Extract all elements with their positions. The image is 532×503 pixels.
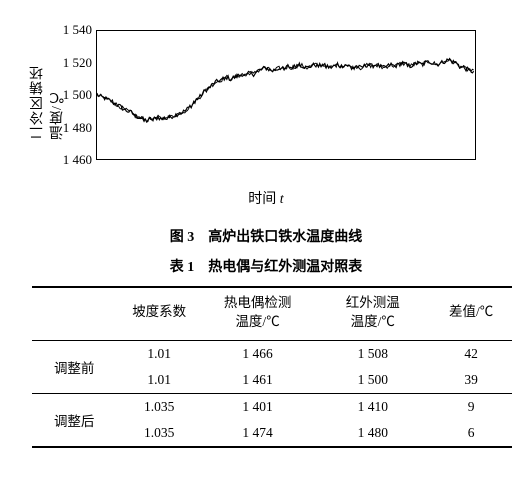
table-cell: 1 500 xyxy=(315,367,430,394)
chart-ytick: 1 460 xyxy=(63,152,92,168)
temperature-chart: 二冷区铸坯温度/℃ 1 4601 4801 5001 5201 540 xyxy=(36,20,496,180)
chart-plot-area xyxy=(96,30,476,160)
table-cell: 1.035 xyxy=(118,393,200,420)
chart-ytick: 1 480 xyxy=(63,120,92,136)
table-head: 坡度系数热电偶检测温度/℃红外测温温度/℃差值/℃ xyxy=(32,287,512,340)
table-group-label: 调整后 xyxy=(32,393,118,447)
table-cell: 1.01 xyxy=(118,367,200,394)
xlabel-var: t xyxy=(280,192,284,207)
table-cell: 1.035 xyxy=(118,420,200,447)
table-body: 调整前1.011 4661 508421.011 4611 50039调整后1.… xyxy=(32,340,512,447)
table-header-row: 坡度系数热电偶检测温度/℃红外测温温度/℃差值/℃ xyxy=(32,287,512,340)
table-cell: 1 401 xyxy=(200,393,315,420)
table-cell: 1 508 xyxy=(315,340,430,367)
table-cell: 1 480 xyxy=(315,420,430,447)
chart-ytick: 1 520 xyxy=(63,55,92,71)
table-cell: 1 410 xyxy=(315,393,430,420)
table-cell: 1 474 xyxy=(200,420,315,447)
chart-yticks: 1 4601 4801 5001 5201 540 xyxy=(54,30,94,160)
table-cell: 1 461 xyxy=(200,367,315,394)
table-header-cell: 坡度系数 xyxy=(118,287,200,340)
table-cell: 42 xyxy=(430,340,512,367)
chart-svg xyxy=(97,31,475,159)
chart-ytick: 1 500 xyxy=(63,87,92,103)
table-header-cell: 差值/℃ xyxy=(430,287,512,340)
figure-caption: 图 3 高炉出铁口铁水温度曲线 xyxy=(32,226,500,246)
table-cell: 9 xyxy=(430,393,512,420)
xlabel-prefix: 时间 xyxy=(248,192,280,207)
chart-xlabel: 时间 t xyxy=(32,188,500,208)
table-header-cell: 热电偶检测温度/℃ xyxy=(200,287,315,340)
chart-ytick: 1 540 xyxy=(63,22,92,38)
table-cell: 6 xyxy=(430,420,512,447)
table-caption: 表 1 热电偶与红外测温对照表 xyxy=(32,256,500,276)
table-cell: 39 xyxy=(430,367,512,394)
comparison-table: 坡度系数热电偶检测温度/℃红外测温温度/℃差值/℃ 调整前1.011 4661 … xyxy=(32,286,512,448)
table-cell: 1.01 xyxy=(118,340,200,367)
table-row: 调整后1.0351 4011 4109 xyxy=(32,393,512,420)
table-row: 调整前1.011 4661 50842 xyxy=(32,340,512,367)
table-group-label: 调整前 xyxy=(32,340,118,393)
table-header-cell: 红外测温温度/℃ xyxy=(315,287,430,340)
table-header-cell xyxy=(32,287,118,340)
table-cell: 1 466 xyxy=(200,340,315,367)
